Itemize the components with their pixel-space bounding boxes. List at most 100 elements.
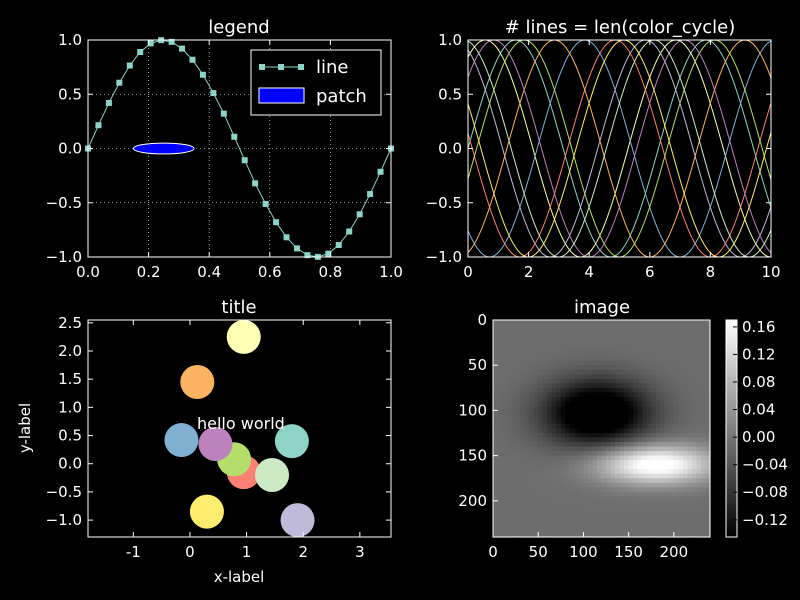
heatmap-cell	[669, 491, 675, 497]
heatmap-cell	[651, 392, 657, 398]
heatmap-cell	[700, 496, 707, 502]
heatmap-cell	[646, 451, 652, 457]
heatmap-cell	[687, 505, 693, 511]
heatmap-cell	[628, 383, 634, 389]
heatmap-cell	[673, 396, 679, 402]
colorbar-tick-label: −0.08	[742, 483, 788, 501]
heatmap-cell	[511, 378, 517, 384]
heatmap-cell	[560, 333, 566, 339]
heatmap-cell	[642, 518, 648, 525]
heatmap-cell	[678, 428, 684, 434]
heatmap-cell	[493, 523, 499, 529]
heatmap-cell	[515, 532, 521, 538]
heatmap-cell	[583, 433, 589, 439]
heatmap-cell	[637, 523, 643, 529]
heatmap-cell	[533, 338, 539, 344]
line-marker	[304, 252, 311, 259]
heatmap-cell	[583, 419, 589, 425]
heatmap-cell	[497, 342, 503, 348]
heatmap-cell	[619, 387, 625, 393]
heatmap-cell	[533, 469, 539, 475]
heatmap-cell	[673, 496, 679, 502]
heatmap-cell	[624, 469, 630, 475]
heatmap-cell	[682, 410, 688, 416]
heatmap-cell	[569, 423, 575, 430]
heatmap-cell	[687, 333, 693, 339]
heatmap-cell	[497, 351, 503, 357]
heatmap-cell	[660, 518, 666, 525]
heatmap-cell	[619, 487, 625, 493]
heatmap-cell	[633, 532, 639, 538]
subplot-image-x-tick-label: 50	[529, 543, 548, 561]
heatmap-cell	[547, 455, 553, 461]
heatmap-cell	[587, 446, 594, 452]
heatmap-cell	[628, 338, 634, 344]
heatmap-cell	[624, 482, 630, 488]
heatmap-cell	[691, 442, 698, 448]
heatmap-cell	[574, 473, 580, 479]
heatmap-cell	[660, 464, 666, 470]
heatmap-cell	[515, 360, 521, 366]
heatmap-cell	[551, 446, 557, 452]
heatmap-cell	[673, 423, 679, 430]
heatmap-cell	[560, 433, 566, 439]
heatmap-cell	[682, 392, 688, 398]
heatmap-cell	[664, 514, 670, 520]
heatmap-cell	[596, 478, 603, 484]
heatmap-cell	[565, 473, 571, 479]
heatmap-cell	[700, 460, 707, 466]
heatmap-cell	[524, 523, 530, 529]
heatmap-cell	[664, 396, 670, 402]
subplot-legend-y-tick-label: 0.0	[58, 140, 82, 158]
heatmap-cell	[596, 383, 603, 389]
heatmap-cell	[520, 369, 526, 375]
heatmap-cell	[705, 518, 711, 525]
heatmap-cell	[687, 460, 693, 466]
heatmap-cell	[592, 482, 598, 488]
heatmap-cell	[583, 505, 589, 511]
heatmap-cell	[682, 387, 688, 393]
heatmap-cell	[538, 410, 544, 416]
heatmap-cell	[678, 473, 684, 479]
heatmap-cell	[601, 410, 607, 416]
heatmap-cell	[569, 360, 575, 366]
heatmap-cell	[578, 320, 585, 326]
heatmap-cell	[660, 405, 666, 412]
heatmap-cell	[583, 383, 589, 389]
heatmap-cell	[596, 428, 603, 434]
heatmap-cell	[502, 491, 508, 497]
heatmap-cell	[596, 351, 603, 357]
heatmap-cell	[583, 464, 589, 470]
heatmap-cell	[660, 442, 666, 448]
heatmap-cell	[619, 455, 625, 461]
heatmap-cell	[655, 437, 661, 443]
heatmap-cell	[497, 469, 503, 475]
heatmap-cell	[673, 419, 679, 425]
heatmap-cell	[655, 387, 661, 393]
heatmap-cell	[655, 342, 661, 348]
heatmap-cell	[511, 320, 517, 326]
heatmap-cell	[678, 455, 684, 461]
heatmap-cell	[551, 333, 557, 339]
heatmap-cell	[696, 473, 702, 479]
heatmap-cell	[696, 491, 702, 497]
heatmap-cell	[682, 342, 688, 348]
heatmap-cell	[497, 356, 503, 362]
heatmap-cell	[633, 369, 639, 375]
heatmap-cell	[628, 387, 634, 393]
heatmap-cell	[551, 523, 557, 529]
heatmap-cell	[560, 324, 566, 330]
heatmap-cell	[633, 378, 639, 384]
heatmap-cell	[673, 333, 679, 339]
subplot-color-cycle-y-tick-label: 1.0	[438, 31, 462, 49]
heatmap-cell	[687, 383, 693, 389]
heatmap-cell	[615, 514, 621, 520]
heatmap-cell	[556, 491, 562, 497]
heatmap-cell	[687, 342, 693, 348]
heatmap-cell	[624, 442, 630, 448]
colorbar-tick-label: 0.12	[742, 345, 775, 363]
heatmap-cell	[642, 414, 648, 421]
heatmap-cell	[493, 401, 499, 407]
heatmap-cell	[628, 523, 634, 529]
heatmap-cell	[560, 360, 566, 366]
